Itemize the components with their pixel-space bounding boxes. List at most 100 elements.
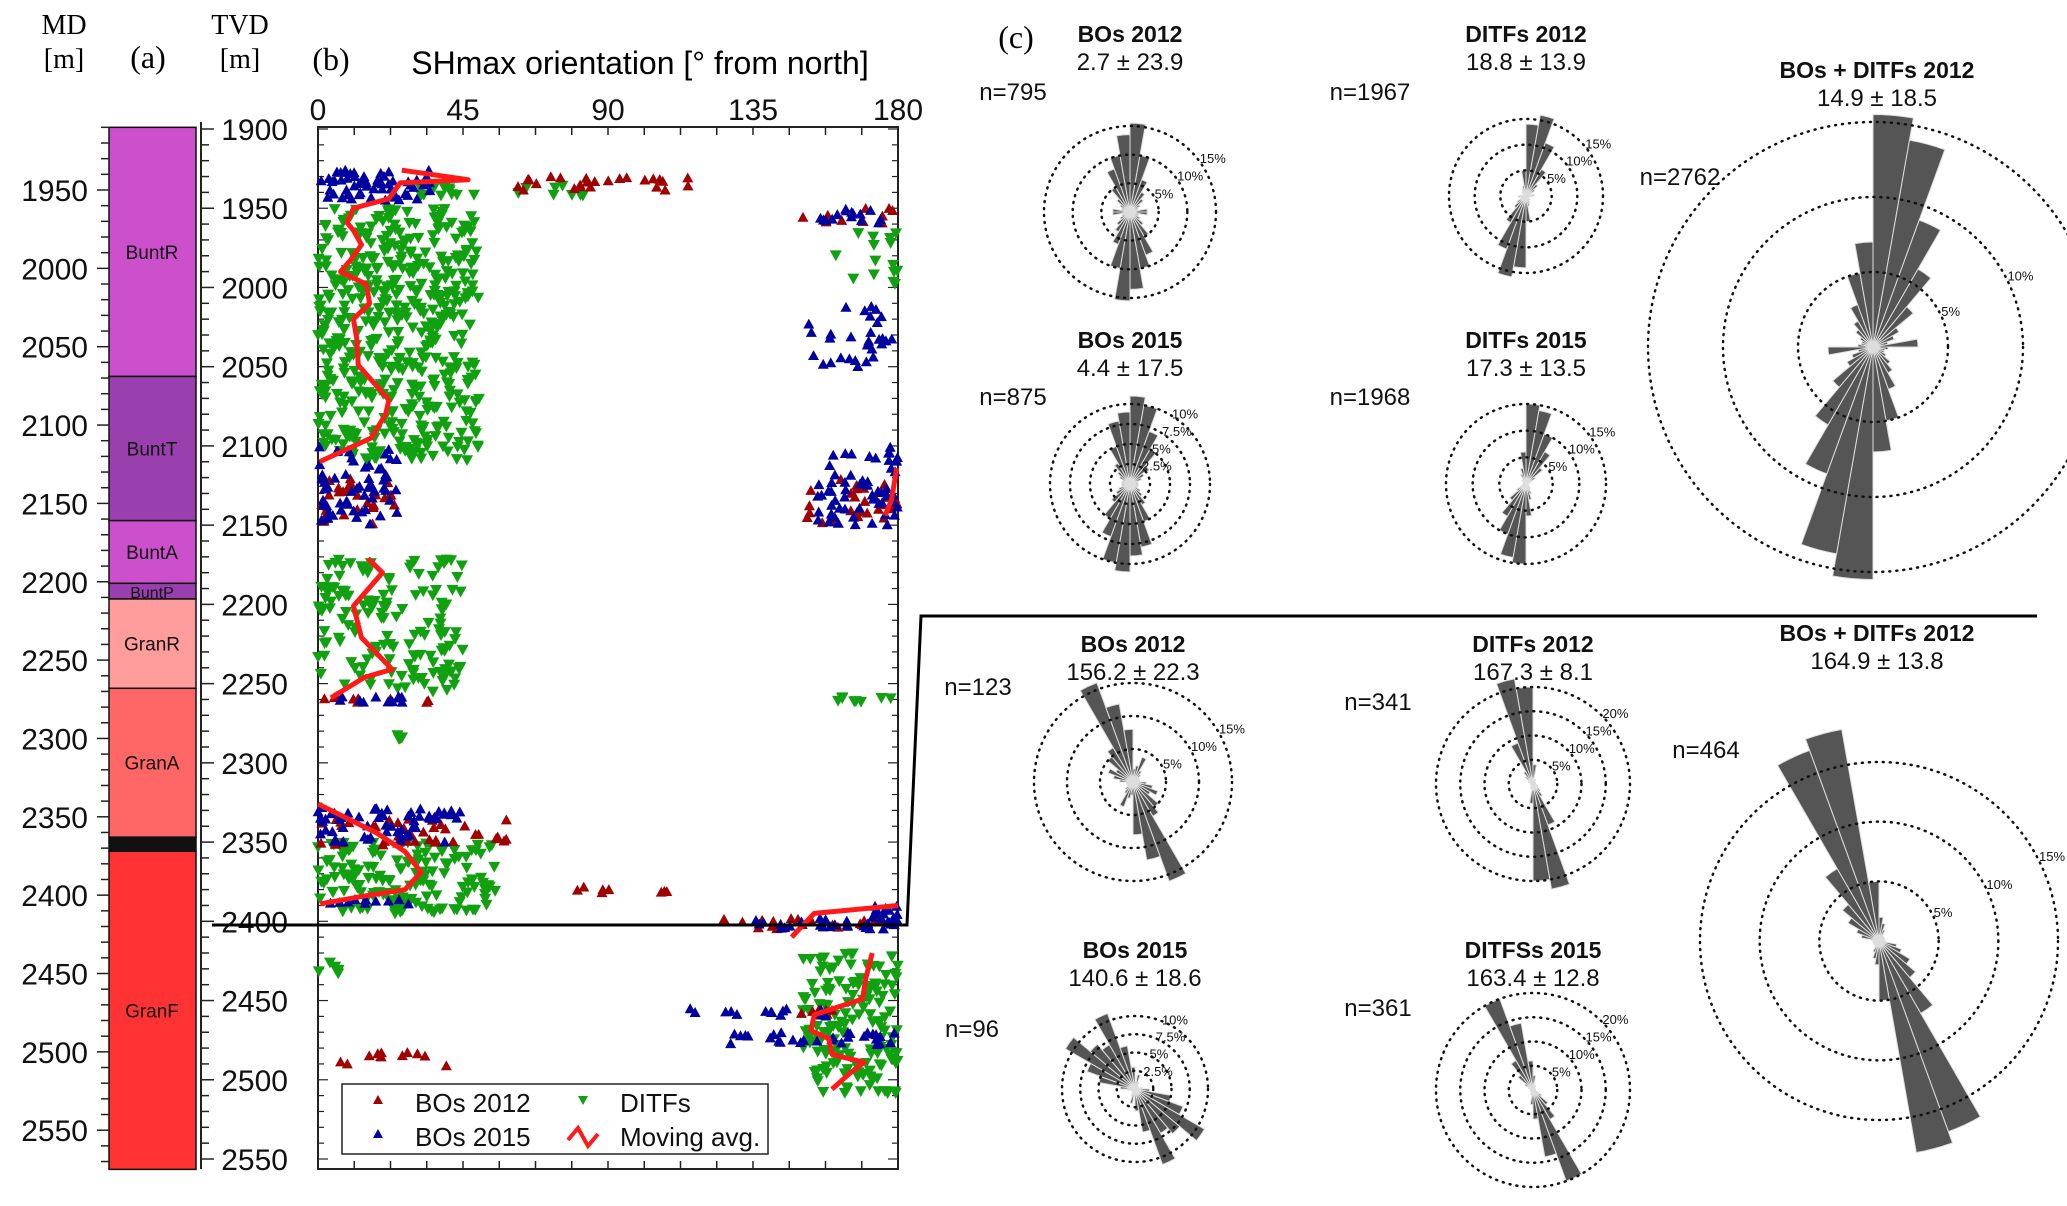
rose-ring xyxy=(1758,820,2000,1062)
md-tick-label: 2150 xyxy=(21,488,88,521)
data-point-ditf xyxy=(449,233,462,245)
data-point-bo2015 xyxy=(825,508,837,519)
data-point-ditf xyxy=(361,654,374,666)
data-point-ditf xyxy=(443,185,456,197)
data-point-bo2015 xyxy=(408,815,420,826)
data-point-ditf xyxy=(320,358,333,370)
data-point-ditf xyxy=(817,1027,830,1038)
data-point-bo2015 xyxy=(843,353,855,364)
data-point-bo2015 xyxy=(865,326,877,337)
rose-ring-label: 5% xyxy=(1941,304,1960,319)
strat-column: BuntR BuntT BuntA BuntP GranR GranA GranF 1950 2… xyxy=(21,126,197,1171)
data-point-ditf xyxy=(420,321,433,333)
data-point-bo2015 xyxy=(805,326,817,337)
data-point-bo2012 xyxy=(651,181,663,192)
rose-petal xyxy=(1134,1088,1140,1112)
data-point-bo2012 xyxy=(490,833,502,844)
data-point-ditf xyxy=(471,442,484,453)
data-point-bo2015 xyxy=(820,914,832,925)
data-point-bo2015 xyxy=(368,183,380,194)
data-point-bo2012 xyxy=(801,512,813,523)
data-point-ditf xyxy=(819,985,832,997)
data-point-bo2015 xyxy=(775,1009,787,1020)
data-point-ditf xyxy=(354,293,367,305)
data-point-ditf xyxy=(885,951,898,963)
data-point-ditf xyxy=(386,281,399,292)
rose-count: n=875 xyxy=(979,384,1046,411)
data-point-bo2015 xyxy=(857,475,869,486)
data-point-bo2012 xyxy=(614,173,626,184)
data-point-ditf xyxy=(412,854,425,866)
data-point-ditf xyxy=(324,349,337,360)
rose-ring xyxy=(1698,760,2060,1122)
data-point-ditf xyxy=(440,685,453,696)
rose-ring-label: 7.5% xyxy=(1156,1030,1186,1045)
data-point-ditf xyxy=(415,327,428,339)
data-point-ditf xyxy=(419,341,432,353)
rose-mean-std: 2.7 ± 23.9 xyxy=(1077,49,1184,76)
data-point-ditf xyxy=(392,733,405,745)
rose-petal xyxy=(1094,1012,1136,1090)
data-point-ditf xyxy=(327,375,340,387)
rose-ring xyxy=(1071,153,1189,271)
data-point-ditf xyxy=(438,868,451,880)
data-point-ditf xyxy=(430,890,443,902)
rose-ring xyxy=(1818,880,1940,1002)
data-point-ditf xyxy=(377,589,390,601)
data-point-ditf xyxy=(365,442,378,454)
rose-petal xyxy=(1089,1043,1136,1090)
rose-petal xyxy=(1814,346,1874,426)
rose-petal xyxy=(1079,682,1134,783)
data-point-ditf xyxy=(468,189,481,201)
data-point-ditf xyxy=(448,844,461,856)
data-point-ditf xyxy=(409,590,422,601)
data-point-ditf xyxy=(425,317,438,329)
data-point-ditf xyxy=(395,418,408,430)
data-point-ditf xyxy=(428,852,441,864)
data-point-bo2012 xyxy=(639,174,651,185)
panel-c-label: (c) xyxy=(998,19,1034,55)
data-point-ditf xyxy=(464,407,477,419)
data-point-ditf xyxy=(857,1002,870,1014)
data-point-bo2012 xyxy=(836,214,848,225)
data-point-bo2015 xyxy=(852,361,864,372)
data-point-ditf xyxy=(313,412,326,423)
data-point-ditf xyxy=(421,435,434,446)
data-point-ditf xyxy=(329,557,342,569)
data-point-bo2015 xyxy=(363,473,375,484)
data-point-ditf xyxy=(461,378,474,390)
data-point-ditf xyxy=(461,455,474,467)
data-point-ditf xyxy=(426,686,439,698)
data-point-ditf xyxy=(888,989,901,1001)
data-point-ditf xyxy=(827,1058,840,1070)
rose-ring-label: 5% xyxy=(1152,441,1171,456)
data-point-ditf xyxy=(389,260,402,271)
data-point-ditf xyxy=(403,347,416,359)
rose-ring-label: 5% xyxy=(1163,757,1182,772)
data-point-bo2015 xyxy=(876,497,888,508)
data-point-bo2012 xyxy=(363,1050,375,1061)
rose-petal xyxy=(1872,268,1932,348)
data-point-ditf xyxy=(312,966,325,978)
data-point-bo2012 xyxy=(428,822,440,832)
data-point-bo2015 xyxy=(824,332,836,343)
data-point-ditf xyxy=(312,865,325,877)
rose-ring xyxy=(1507,758,1559,810)
data-point-ditf xyxy=(889,1088,902,1099)
rose-title: BOs + DITFs 2012 xyxy=(1780,57,1975,83)
data-point-ditf xyxy=(462,436,475,448)
data-point-bo2015 xyxy=(384,453,396,464)
data-point-bo2012 xyxy=(335,1056,347,1067)
data-point-bo2012 xyxy=(367,502,379,512)
data-point-ditf xyxy=(435,597,448,609)
data-point-bo2015 xyxy=(840,484,852,495)
tvd-tick-label: 2350 xyxy=(221,827,288,860)
data-point-ditf xyxy=(456,268,469,280)
data-point-ditf xyxy=(336,851,349,863)
data-point-bo2012 xyxy=(859,495,871,506)
data-point-ditf xyxy=(466,904,479,916)
data-point-ditf xyxy=(448,679,461,691)
data-point-bo2015 xyxy=(826,213,838,224)
